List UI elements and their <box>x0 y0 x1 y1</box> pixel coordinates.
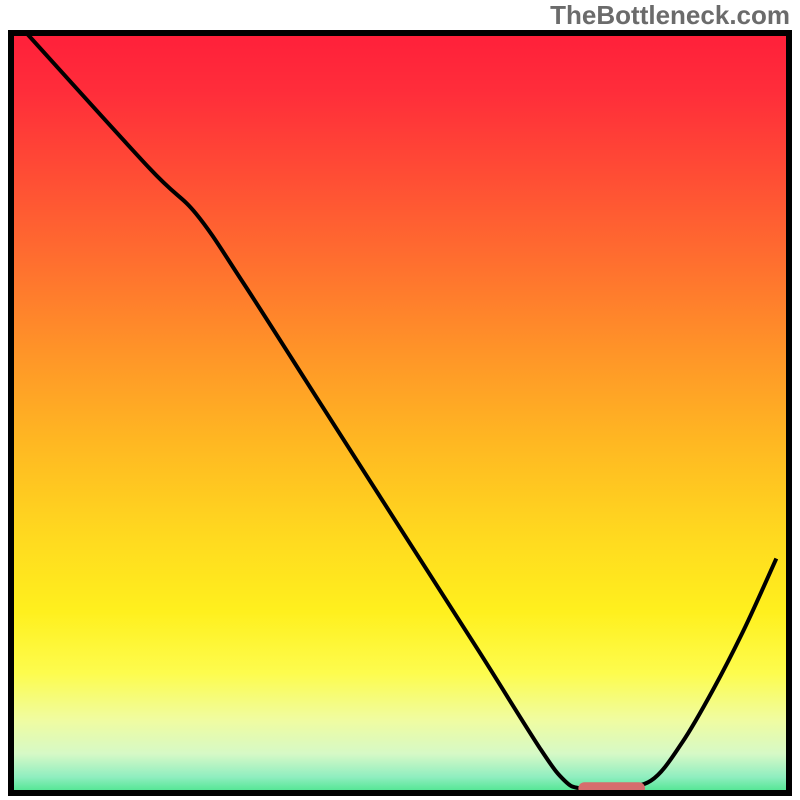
watermark-text: TheBottleneck.com <box>550 0 790 30</box>
bottleneck-chart: TheBottleneck.com <box>0 0 800 800</box>
